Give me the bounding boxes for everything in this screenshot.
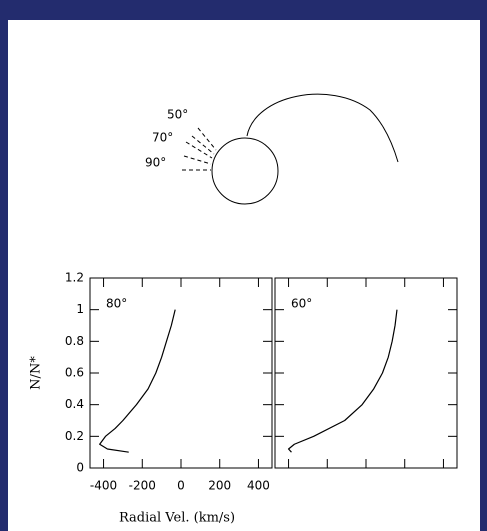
sightline	[191, 135, 215, 155]
y-tick-label: 1.2	[65, 271, 84, 285]
sightline	[197, 127, 217, 151]
x-tick-label: -200	[129, 479, 156, 493]
x-tick-label: 400	[247, 479, 270, 493]
x-tick-label: 200	[208, 479, 231, 493]
x-tick-label: -400	[90, 479, 117, 493]
y-axis-label: N/N*	[29, 356, 44, 390]
y-tick-label: 0.2	[65, 429, 84, 443]
y-tick-label: 0.8	[65, 334, 84, 348]
angle-label: 50°	[167, 108, 188, 122]
y-tick-label: 1	[76, 302, 84, 316]
slide-panel	[8, 20, 480, 531]
angle-label: 90°	[145, 156, 166, 170]
sightline	[185, 141, 213, 159]
curve	[99, 309, 176, 453]
curve	[287, 309, 398, 453]
y-tick-label: 0.4	[65, 397, 84, 411]
panel-label: 60°	[291, 297, 312, 311]
panel-label: 80°	[106, 297, 127, 311]
stream	[246, 93, 399, 163]
sightlines	[182, 127, 217, 171]
y-tick-label: 0	[76, 461, 84, 475]
angle-label: 70°	[152, 131, 173, 145]
star	[211, 137, 279, 205]
y-tick-label: 0.6	[65, 366, 84, 380]
x-tick-label: 0	[177, 479, 185, 493]
x-axis-label: Radial Vel. (km/s)	[119, 511, 235, 526]
sightline	[183, 155, 212, 165]
